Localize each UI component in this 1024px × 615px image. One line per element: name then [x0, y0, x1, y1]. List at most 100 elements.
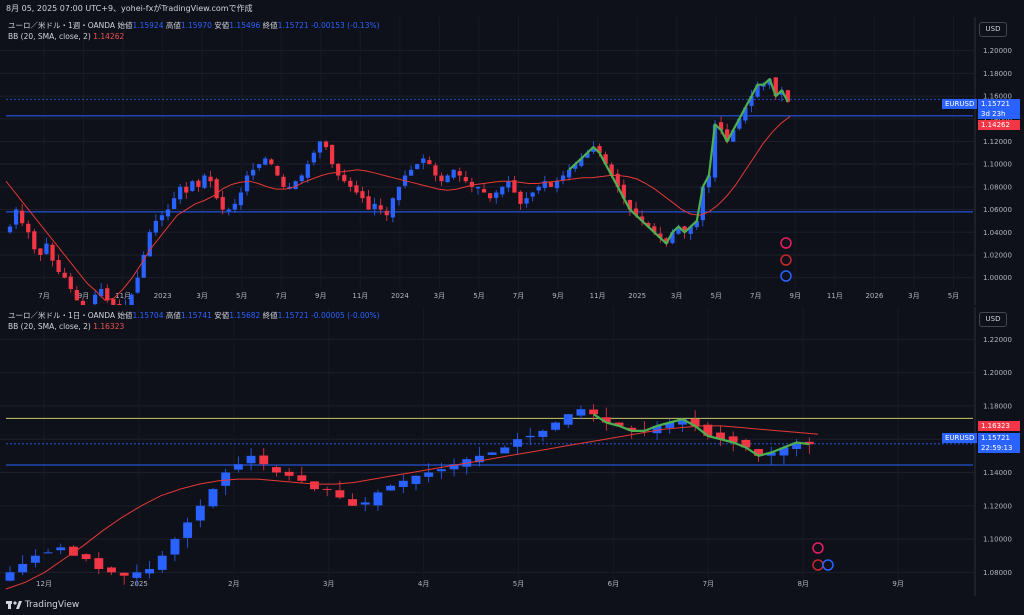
legend-open: 1.15704 — [132, 311, 164, 320]
flash-event-icon — [812, 542, 824, 554]
x-tick-label: 7月 — [276, 292, 287, 300]
candle-body — [390, 198, 396, 218]
candle-body — [542, 181, 547, 188]
legend-high: 1.15970 — [180, 21, 212, 30]
candle-body — [250, 169, 256, 176]
daily-chart-canvas[interactable]: 1.080001.100001.120001.140001.160001.180… — [0, 307, 1024, 596]
candle-body — [386, 485, 396, 491]
x-tick-label: 2025 — [130, 580, 148, 588]
candle-body — [415, 164, 420, 170]
x-tick-label: 5月 — [513, 580, 524, 588]
bb-indicator-label[interactable]: BB (20, SMA, close, 2) — [8, 32, 91, 41]
candle-body — [159, 215, 165, 221]
candle-body — [525, 435, 535, 438]
y-tick-label: 1.18000 — [983, 402, 1012, 410]
legend-open-label: 始値 — [117, 311, 133, 320]
candle-body — [80, 300, 86, 305]
candle-body — [576, 409, 586, 416]
candle-body — [754, 449, 764, 456]
legend-low: 1.15682 — [229, 311, 261, 320]
us-flag-event-icon — [812, 559, 824, 571]
candle-body — [366, 196, 371, 210]
candle-body — [329, 144, 335, 165]
candle-body — [26, 223, 31, 233]
legend-high-label: 高値 — [165, 311, 181, 320]
y-tick-label: 1.12000 — [983, 502, 1012, 510]
candle-body — [105, 288, 110, 301]
candle-body — [129, 294, 134, 305]
daily-chart-pane[interactable]: 1.080001.100001.120001.140001.160001.180… — [0, 307, 1024, 596]
legend-close-label: 終値 — [262, 311, 278, 320]
legend-low-label: 安値 — [214, 311, 230, 320]
us-flag-event-icon — [780, 254, 792, 266]
x-tick-label: 3月 — [908, 292, 919, 300]
candle-body — [804, 441, 814, 445]
x-tick-label: 11月 — [115, 292, 131, 300]
candle-body — [487, 452, 497, 455]
legend-close: 1.15721 — [277, 311, 309, 320]
candle-body — [439, 175, 444, 182]
candle-body — [474, 455, 484, 463]
candle-body — [690, 418, 700, 426]
tradingview-logo[interactable]: TradingView — [6, 596, 79, 615]
y-tick-label: 1.08000 — [983, 183, 1012, 191]
candle-body — [652, 425, 662, 434]
weekly-chart-canvas[interactable]: 1.00000 1.02000 1.04000 1.06000 1.08000 1.100… — [0, 17, 1024, 305]
legend-open-label: 始値 — [117, 21, 133, 30]
candle-body — [293, 181, 298, 190]
currency-button[interactable]: USD — [979, 22, 1007, 37]
candle-body — [44, 243, 49, 254]
candle-body — [372, 203, 377, 210]
candle-body — [5, 572, 15, 581]
candle-body — [494, 192, 499, 198]
x-tick-label: 2023 — [154, 292, 172, 300]
x-tick-label: 9月 — [78, 292, 89, 300]
candle-body — [563, 414, 573, 425]
candle-body — [469, 181, 475, 187]
candle-body — [310, 481, 319, 490]
tradingview-logo-icon — [6, 600, 22, 609]
candle-body — [567, 169, 572, 178]
candle-body — [500, 186, 505, 195]
candle-body — [20, 210, 25, 224]
candle-body — [202, 175, 207, 188]
legend-low-label: 安値 — [214, 21, 230, 30]
y-tick-label: 1.04000 — [983, 229, 1012, 237]
candle-body — [676, 226, 681, 234]
candle-body — [548, 182, 554, 187]
candle-body — [183, 522, 193, 538]
candle-body — [579, 158, 584, 166]
candle-body — [658, 233, 663, 238]
candle-body — [190, 181, 195, 192]
candle-body — [682, 226, 687, 233]
last-price-tag: 1.15721 22:59:13 — [978, 433, 1020, 453]
candle-body — [119, 572, 129, 576]
candle-body — [221, 472, 231, 486]
tradingview-logo-text: TradingView — [24, 600, 80, 610]
candle-body — [322, 488, 332, 490]
candle-body — [614, 422, 624, 426]
symbol-tag: EURUSD — [942, 99, 978, 109]
candle-body — [99, 289, 104, 297]
candle-body — [111, 299, 116, 305]
x-tick-label: 2月 — [228, 580, 239, 588]
candle-body — [184, 186, 189, 193]
bb-indicator-value: 1.16323 — [93, 322, 125, 331]
y-tick-label: 1.06000 — [983, 206, 1012, 214]
bb-indicator-label[interactable]: BB (20, SMA, close, 2) — [8, 322, 91, 331]
candle-body — [233, 464, 243, 470]
candle-body — [81, 554, 91, 560]
candle-body — [18, 564, 28, 573]
candle-body — [297, 475, 307, 481]
currency-button[interactable]: USD — [979, 312, 1007, 327]
candle-body — [421, 158, 426, 164]
weekly-chart-pane[interactable]: 1.00000 1.02000 1.04000 1.06000 1.08000 1.100… — [0, 17, 1024, 305]
bar-countdown: 3d 23h — [981, 110, 1006, 118]
candle-body — [731, 130, 736, 142]
candle-body — [384, 210, 389, 216]
weekly-legend: ユーロ／米ドル・1週・OANDA 始値1.15924 高値1.15970 安値1… — [8, 20, 380, 42]
footer-bar: TradingView — [0, 596, 1024, 615]
y-tick-label: 1.20000 — [983, 369, 1012, 377]
x-tick-label: 3月 — [196, 292, 207, 300]
candle-body — [317, 141, 323, 153]
